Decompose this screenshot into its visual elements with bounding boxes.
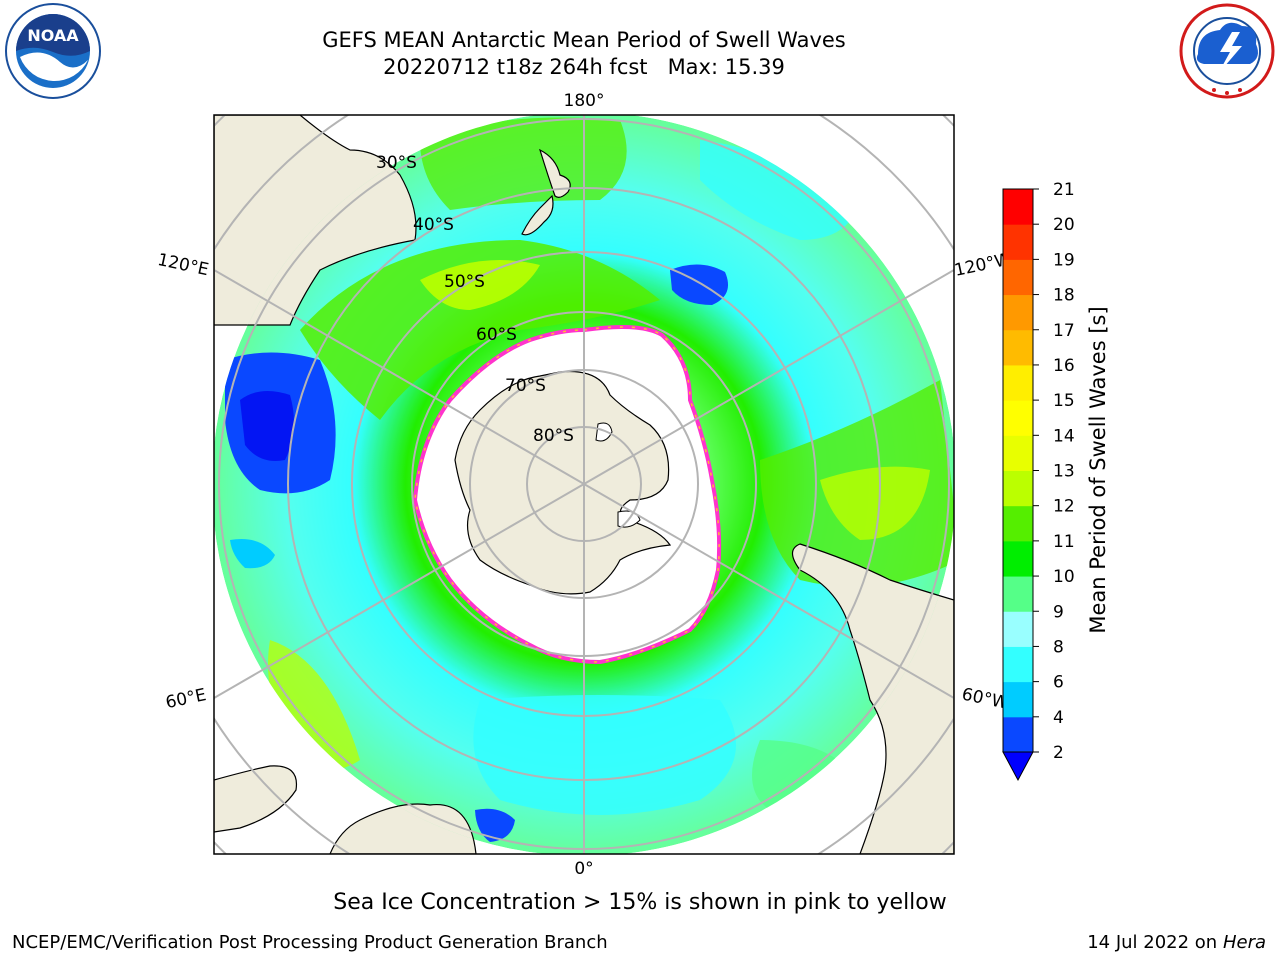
colorbar-tick-label: 4 [1053,708,1064,728]
colorbar-tick-label: 9 [1053,602,1064,622]
colorbar-tick-label: 11 [1053,532,1075,552]
colorbar-swatch [1003,364,1033,401]
colorbar-swatch [1003,505,1033,542]
colorbar-tick-label: 17 [1053,321,1075,341]
colorbar-swatch [1003,576,1033,612]
colorbar-tick-label: 21 [1053,180,1075,200]
colorbar-tick-label: 8 [1053,637,1064,657]
map-frame-content [214,115,954,854]
colorbar-swatch [1003,400,1033,436]
lon-label-60e: 60°E [164,685,208,713]
lon-label-0: 0° [574,859,593,879]
colorbar-swatch [1003,646,1033,683]
lat-label-80s: 80°S [533,426,574,446]
colorbar-swatch [1003,611,1033,647]
colorbar-tick-label: 13 [1053,462,1075,482]
lat-label-70s: 70°S [505,376,546,396]
lat-label-40s: 40°S [413,215,454,235]
colorbar-tick-label: 12 [1053,497,1075,517]
colorbar-tick-label: 16 [1053,356,1075,376]
swell-field [214,115,954,854]
lat-label-50s: 50°S [444,272,485,292]
colorbar-tick-label: 6 [1053,673,1064,693]
lon-label-120e: 120°E [156,250,211,280]
colorbar-tick-label: 2 [1053,743,1064,763]
colorbar-tick-label: 18 [1053,286,1075,306]
colorbar-swatch [1003,259,1033,296]
noaa-logo-text: NOAA [27,26,79,45]
colorbar-tick-label: 15 [1053,391,1075,411]
footer-credit: NCEP/EMC/Verification Post Processing Pr… [12,932,608,953]
colorbar-swatch [1003,189,1033,225]
colorbar-swatch [1003,329,1033,366]
footer-host: Hera [1222,932,1266,953]
lon-label-180: 180° [564,91,605,111]
graticule [214,115,954,854]
colorbar-tick-label: 20 [1053,215,1075,235]
lat-label-30s: 30°S [376,153,417,173]
colorbar-swatch [1003,540,1033,577]
colorbar-swatch [1003,435,1033,471]
latitude-labels: 30°S 40°S 50°S 60°S 70°S 80°S [376,153,574,446]
lat-label-60s: 60°S [476,325,517,345]
antarctica [454,370,672,595]
colorbar-tick-label: 10 [1053,567,1075,587]
colorbar-swatch [1003,294,1033,331]
nws-logo [1179,3,1275,99]
colorbar-tick-label: 19 [1053,250,1075,270]
colorbar-extend-arrow [1002,751,1034,782]
colorbar-tick-label: 14 [1053,426,1075,446]
sea-ice-caption: Sea Ice Concentration > 15% is shown in … [333,890,947,915]
map-frame [213,114,955,855]
colorbar-swatch [1003,224,1033,260]
map-subtitle: 20220712 t18z 264h fcst Max: 15.39 [383,55,785,79]
colorbar: 2 4 6 8 9 10 11 12 13 14 15 16 17 18 19 20 21 [1002,180,1075,782]
colorbar-swatch [1003,681,1033,718]
colorbar-title: Mean Period of Swell Waves [s] [1086,306,1110,634]
colorbar-swatch [1003,716,1033,753]
footer-date-text: 14 Jul 2022 on [1087,932,1223,953]
noaa-logo: NOAA [5,3,101,99]
map-title: GEFS MEAN Antarctic Mean Period of Swell… [322,28,846,52]
colorbar-swatch [1003,470,1033,507]
footer-date: 14 Jul 2022 on Hera [1087,932,1266,953]
